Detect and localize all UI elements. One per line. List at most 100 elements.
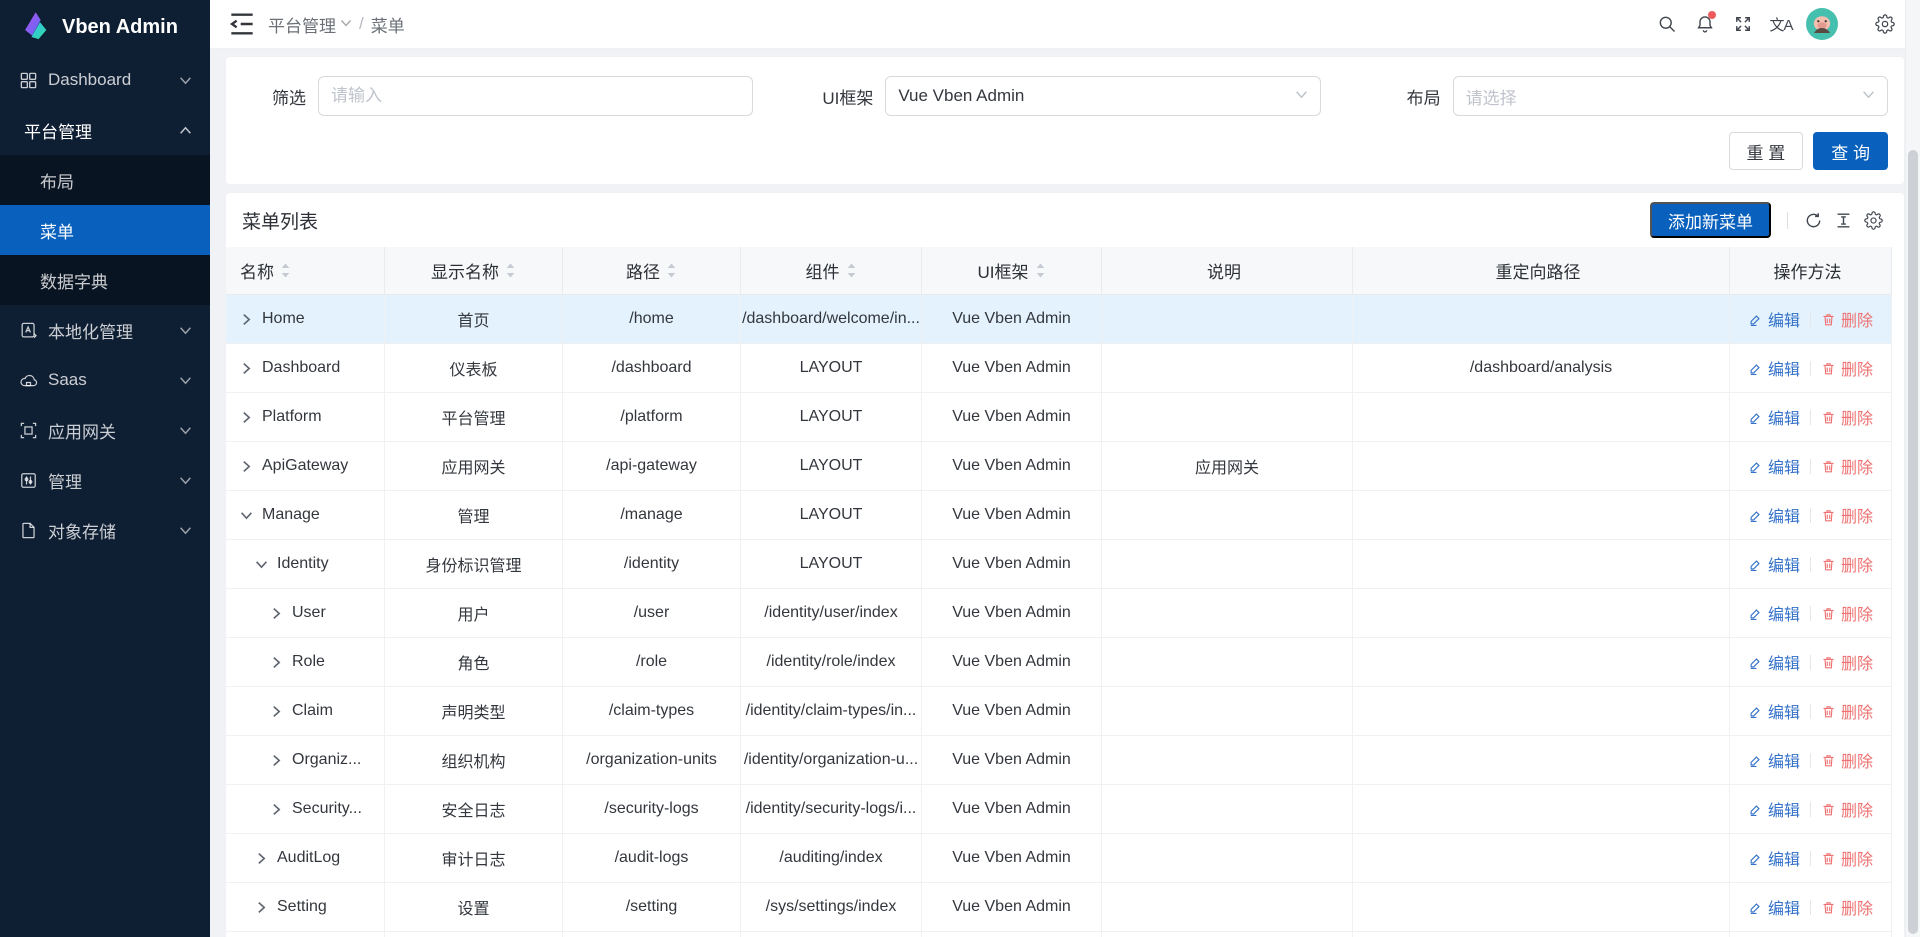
framework-select[interactable]: Vue Vben Admin	[885, 76, 1321, 116]
sidebar-item-localization[interactable]: 本地化管理	[0, 305, 210, 355]
table-row[interactable]: User 用户 /user /identity/user/index Vue V…	[226, 589, 1892, 638]
filter-input[interactable]	[331, 86, 741, 106]
sidebar-item-saas[interactable]: Saas	[0, 355, 210, 405]
expand-chevron-icon[interactable]	[255, 558, 268, 571]
cell-framework: Vue Vben Admin	[922, 491, 1102, 540]
delete-button[interactable]: 删除	[1821, 846, 1873, 870]
column-header[interactable]: 显示名称	[385, 247, 563, 295]
sidebar-item-layout[interactable]: 布局	[0, 155, 210, 205]
edit-button[interactable]: 编辑	[1748, 552, 1800, 576]
table-row[interactable]: 编辑 删除	[226, 932, 1892, 937]
sort-icon[interactable]	[280, 262, 291, 279]
sort-icon[interactable]	[1035, 262, 1046, 279]
expand-chevron-icon[interactable]	[240, 313, 253, 326]
delete-button[interactable]: 删除	[1821, 601, 1873, 625]
breadcrumb-section[interactable]: 平台管理	[268, 12, 352, 37]
column-settings-icon[interactable]	[1858, 205, 1888, 235]
avatar[interactable]	[1800, 4, 1844, 44]
delete-button[interactable]: 删除	[1821, 797, 1873, 821]
add-menu-button[interactable]: 添加新菜单	[1650, 202, 1771, 238]
menu-fold-icon[interactable]	[226, 8, 258, 40]
edit-button[interactable]: 编辑	[1748, 454, 1800, 478]
table-row[interactable]: Security... 安全日志 /security-logs /identit…	[226, 785, 1892, 834]
table-row[interactable]: Setting 设置 /setting /sys/settings/index …	[226, 883, 1892, 932]
expand-chevron-icon[interactable]	[240, 460, 253, 473]
table-row[interactable]: Dashboard 仪表板 /dashboard LAYOUT Vue Vben…	[226, 344, 1892, 393]
edit-button[interactable]: 编辑	[1748, 503, 1800, 527]
edit-button[interactable]: 编辑	[1748, 356, 1800, 380]
cell-component: /dashboard/welcome/in...	[741, 295, 922, 344]
table-row[interactable]: Platform 平台管理 /platform LAYOUT Vue Vben …	[226, 393, 1892, 442]
settings-icon[interactable]	[1866, 4, 1904, 44]
sidebar-item-platform-management[interactable]: 平台管理	[0, 105, 210, 155]
table-row[interactable]: Organiz... 组织机构 /organization-units /ide…	[226, 736, 1892, 785]
delete-button[interactable]: 删除	[1821, 454, 1873, 478]
delete-button[interactable]: 删除	[1821, 650, 1873, 674]
table-row[interactable]: Manage 管理 /manage LAYOUT Vue Vben Admin …	[226, 491, 1892, 540]
delete-button[interactable]: 删除	[1821, 503, 1873, 527]
expand-chevron-icon[interactable]	[255, 852, 268, 865]
edit-button[interactable]: 编辑	[1748, 797, 1800, 821]
column-header[interactable]: 路径	[563, 247, 741, 295]
delete-button[interactable]: 删除	[1821, 895, 1873, 919]
search-icon[interactable]	[1648, 4, 1686, 44]
expand-chevron-icon[interactable]	[240, 362, 253, 375]
table-row[interactable]: ApiGateway 应用网关 /api-gateway LAYOUT Vue …	[226, 442, 1892, 491]
expand-chevron-icon[interactable]	[240, 509, 253, 522]
column-header[interactable]: 重定向路径	[1353, 247, 1730, 295]
edit-button[interactable]: 编辑	[1748, 748, 1800, 772]
edit-button[interactable]: 编辑	[1748, 650, 1800, 674]
table-row[interactable]: AuditLog 审计日志 /audit-logs /auditing/inde…	[226, 834, 1892, 883]
chevron-icon	[178, 473, 192, 487]
expand-chevron-icon[interactable]	[270, 607, 283, 620]
sort-icon[interactable]	[846, 262, 857, 279]
sidebar-item-menu[interactable]: 菜单	[0, 205, 210, 255]
expand-chevron-icon[interactable]	[270, 754, 283, 767]
scrollbar-thumb[interactable]	[1908, 150, 1918, 934]
layout-select[interactable]: 请选择	[1452, 76, 1888, 116]
column-header[interactable]: 说明	[1102, 247, 1353, 295]
column-header[interactable]: 名称	[226, 247, 385, 295]
edit-button[interactable]: 编辑	[1748, 895, 1800, 919]
sidebar-item-dashboard[interactable]: Dashboard	[0, 55, 210, 105]
table-row[interactable]: Claim 声明类型 /claim-types /identity/claim-…	[226, 687, 1892, 736]
column-header[interactable]: 操作方法	[1730, 247, 1892, 295]
delete-button[interactable]: 删除	[1821, 748, 1873, 772]
edit-button[interactable]: 编辑	[1748, 601, 1800, 625]
delete-button[interactable]: 删除	[1821, 552, 1873, 576]
sidebar-item-object-storage[interactable]: 对象存储	[0, 505, 210, 555]
edit-button[interactable]: 编辑	[1748, 846, 1800, 870]
cell-actions: 编辑 删除	[1730, 491, 1892, 540]
delete-button[interactable]: 删除	[1821, 699, 1873, 723]
delete-button[interactable]: 删除	[1821, 405, 1873, 429]
fullscreen-icon[interactable]	[1724, 4, 1762, 44]
table-row[interactable]: Identity 身份标识管理 /identity LAYOUT Vue Vbe…	[226, 540, 1892, 589]
column-header[interactable]: 组件	[741, 247, 922, 295]
reset-button[interactable]: 重 置	[1728, 132, 1804, 170]
refresh-icon[interactable]	[1798, 205, 1828, 235]
expand-chevron-icon[interactable]	[255, 901, 268, 914]
expand-chevron-icon[interactable]	[240, 411, 253, 424]
edit-button[interactable]: 编辑	[1748, 307, 1800, 331]
expand-chevron-icon[interactable]	[270, 705, 283, 718]
delete-button[interactable]: 删除	[1821, 356, 1873, 380]
expand-chevron-icon[interactable]	[270, 656, 283, 669]
expand-chevron-icon[interactable]	[270, 803, 283, 816]
sidebar-item-manage[interactable]: 管理	[0, 455, 210, 505]
search-button[interactable]: 查 询	[1813, 132, 1888, 170]
table-row[interactable]: Role 角色 /role /identity/role/index Vue V…	[226, 638, 1892, 687]
sort-icon[interactable]	[666, 262, 677, 279]
edit-button[interactable]: 编辑	[1748, 405, 1800, 429]
vertical-scrollbar[interactable]	[1905, 0, 1920, 937]
notification-icon[interactable]	[1686, 4, 1724, 44]
sort-icon[interactable]	[505, 262, 516, 279]
sidebar-item-app-gateway[interactable]: 应用网关	[0, 405, 210, 455]
app-logo[interactable]: Vben Admin	[0, 0, 210, 55]
row-height-icon[interactable]	[1828, 205, 1858, 235]
delete-button[interactable]: 删除	[1821, 307, 1873, 331]
table-row[interactable]: Home 首页 /home /dashboard/welcome/in... V…	[226, 295, 1892, 344]
column-header[interactable]: UI框架	[922, 247, 1102, 295]
translate-icon[interactable]: 文A	[1769, 16, 1793, 34]
sidebar-item-data-dictionary[interactable]: 数据字典	[0, 255, 210, 305]
edit-button[interactable]: 编辑	[1748, 699, 1800, 723]
